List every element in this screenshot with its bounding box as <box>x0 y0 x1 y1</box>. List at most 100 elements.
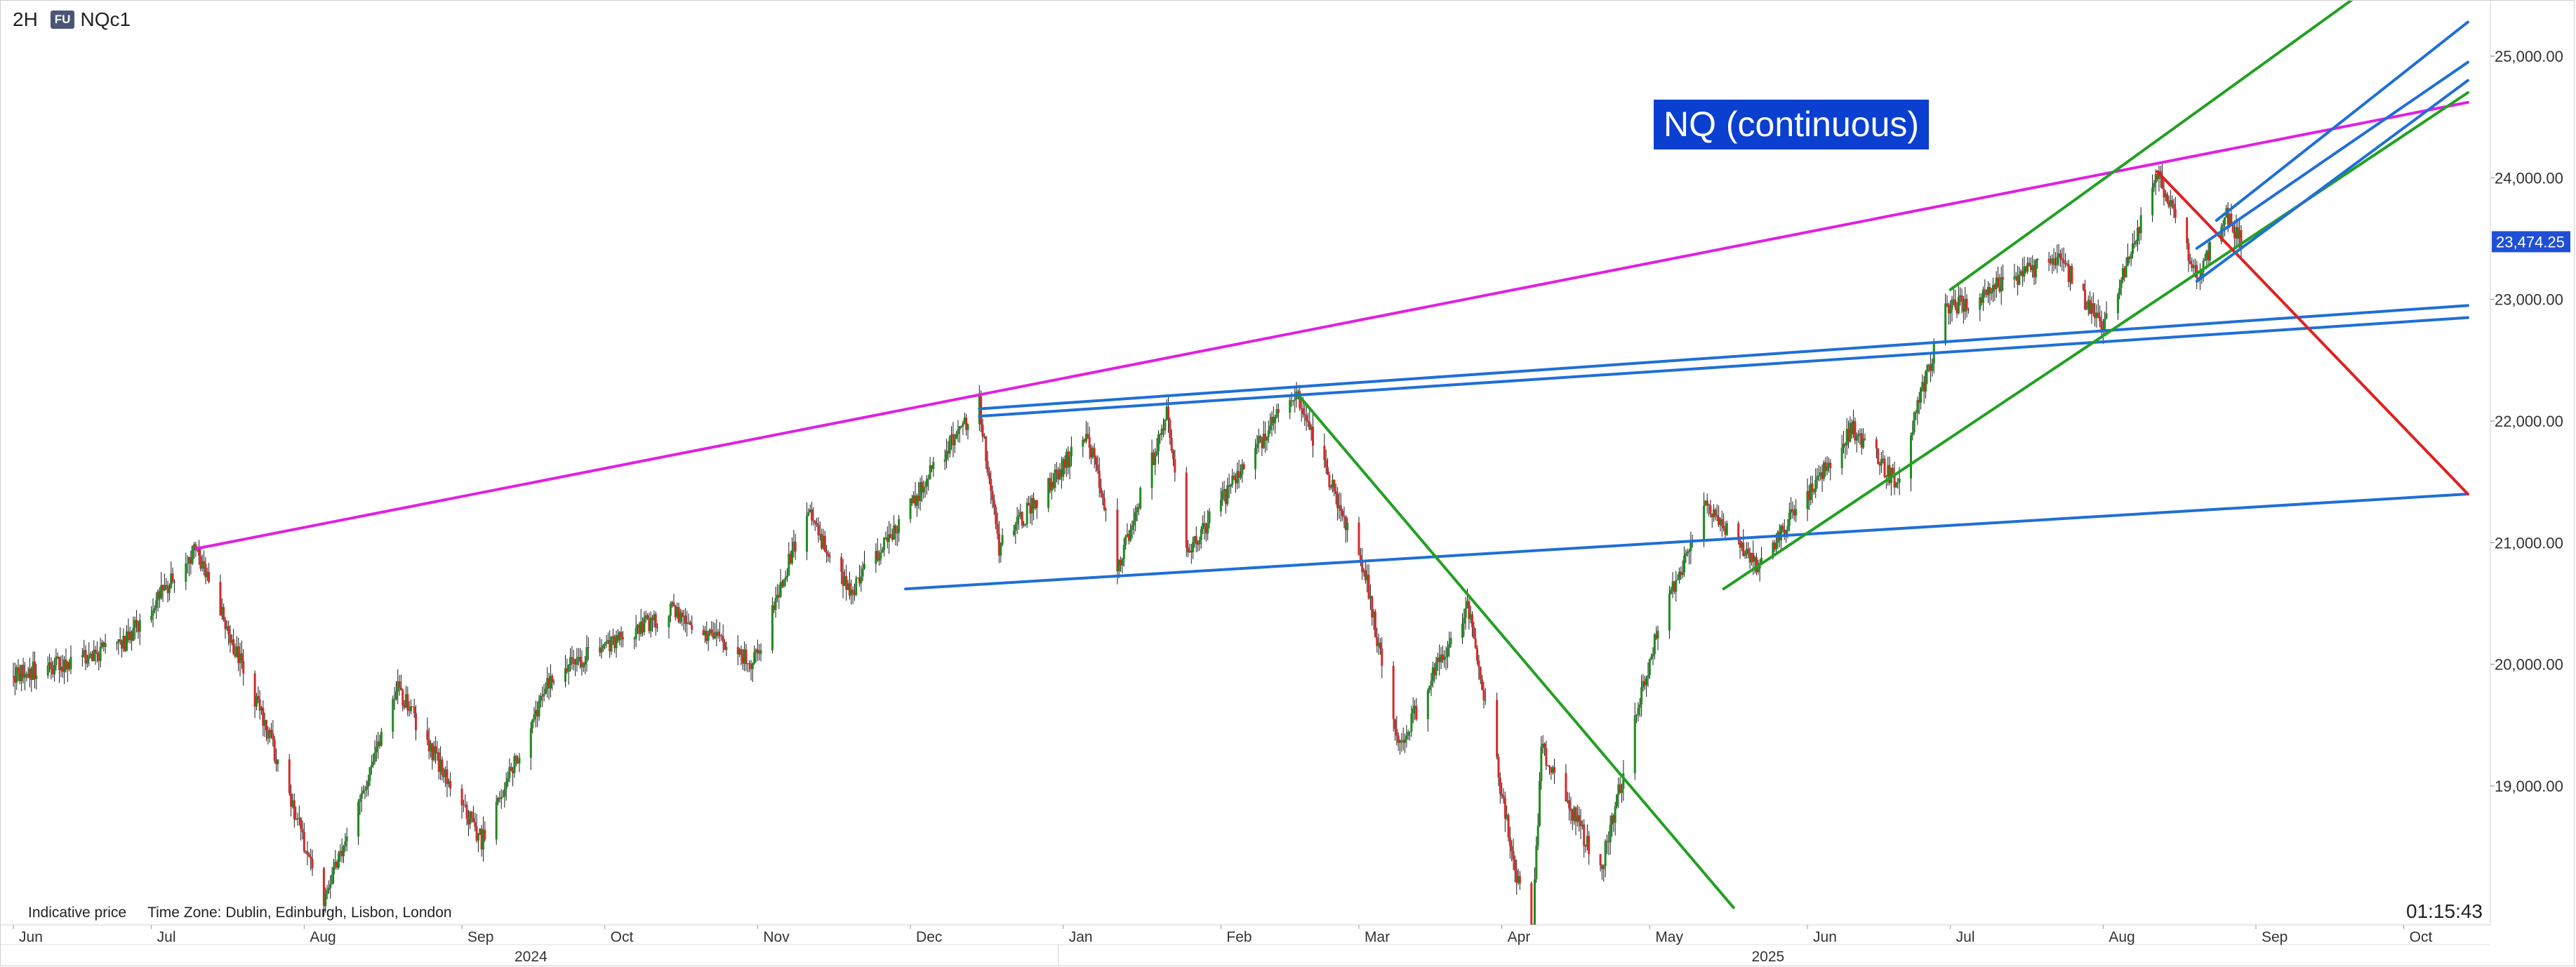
trendline-1[interactable] <box>194 100 2469 550</box>
candle <box>1049 472 1051 494</box>
candle <box>1070 436 1073 467</box>
candle <box>2192 259 2195 276</box>
candle <box>1381 637 1383 679</box>
candle <box>636 624 639 634</box>
candle <box>2084 279 2087 311</box>
candle <box>150 606 153 623</box>
candle <box>377 731 380 759</box>
candle <box>1469 606 1472 624</box>
candle <box>415 705 417 741</box>
trendline-9[interactable] <box>2195 79 2469 283</box>
candle <box>2116 292 2119 321</box>
candle <box>853 583 856 601</box>
y-axis[interactable]: 19,000.00 20,000.00 21,000.00 22,000.00 23,0… <box>2490 0 2575 925</box>
candle <box>1116 498 1119 585</box>
candle <box>1680 566 1682 580</box>
trendline-8[interactable] <box>2156 170 2469 495</box>
candle <box>1496 692 1499 760</box>
candle <box>1236 462 1239 490</box>
candle <box>1372 608 1375 630</box>
candle <box>430 740 432 758</box>
candle <box>1361 547 1364 580</box>
candle <box>571 646 573 670</box>
candle <box>681 609 684 627</box>
candle <box>1415 698 1418 721</box>
candle <box>263 712 266 738</box>
candle <box>748 660 751 672</box>
candle <box>1414 700 1416 721</box>
candle <box>779 568 782 599</box>
candle <box>639 608 642 637</box>
candle <box>56 652 59 660</box>
trendline-3[interactable] <box>978 316 2469 418</box>
candle <box>1807 485 1810 511</box>
candle <box>957 420 960 443</box>
candle <box>1588 830 1591 865</box>
candle <box>898 514 901 542</box>
candle <box>1050 472 1053 500</box>
candle <box>1678 567 1680 584</box>
candle <box>674 604 677 621</box>
candle <box>460 784 463 819</box>
interval-label[interactable]: 2H <box>13 8 38 30</box>
candle <box>1152 449 1155 466</box>
candle <box>751 662 754 682</box>
candle <box>1927 364 1930 373</box>
symbol-label[interactable]: NQc1 <box>80 8 131 30</box>
candle <box>1270 411 1273 436</box>
candle <box>237 637 240 672</box>
candle <box>117 639 120 655</box>
candle <box>431 742 434 770</box>
candle <box>1344 514 1347 543</box>
candle <box>531 719 534 733</box>
candle <box>1083 438 1086 444</box>
candle <box>669 601 672 622</box>
trendline-4[interactable] <box>904 493 2469 591</box>
candle <box>807 508 810 516</box>
trendline-7[interactable] <box>1948 0 2409 291</box>
candle <box>1034 500 1037 510</box>
candle <box>1463 608 1466 637</box>
candle <box>825 545 828 563</box>
x-month-label: Jan <box>1069 929 1093 945</box>
candle <box>791 537 794 566</box>
candle <box>1548 765 1551 775</box>
candle <box>855 575 858 596</box>
candle <box>1637 702 1640 722</box>
candle <box>1931 358 1934 377</box>
candle <box>930 465 933 472</box>
candle <box>1259 434 1262 443</box>
candle <box>270 723 273 739</box>
trendline-11[interactable] <box>2215 20 2469 222</box>
x-month-label: Feb <box>1226 929 1252 945</box>
candle <box>1610 813 1613 837</box>
candle <box>1029 495 1032 524</box>
candle <box>1410 705 1413 738</box>
candle <box>1023 521 1025 528</box>
trendline-10[interactable] <box>2195 60 2469 250</box>
trendline-5[interactable] <box>1298 395 1735 909</box>
candle <box>1254 439 1257 480</box>
candle <box>642 617 644 637</box>
x-axis[interactable]: Jun Jul Aug Sep Oct Nov Dec Jan Feb Mar Apr May Jun J… <box>0 924 2575 967</box>
candle <box>173 579 175 593</box>
trendline-2[interactable] <box>978 304 2469 411</box>
candle <box>1240 464 1242 480</box>
candle <box>2013 263 2016 288</box>
candle <box>814 520 816 531</box>
candle <box>1676 574 1679 581</box>
candle <box>1035 500 1038 519</box>
candle <box>707 630 710 651</box>
candle <box>1499 772 1501 804</box>
candle <box>945 439 948 469</box>
candle <box>1067 446 1070 475</box>
candle <box>1435 657 1438 680</box>
candle <box>242 649 245 686</box>
candle <box>1508 826 1511 859</box>
trendline-6[interactable] <box>1722 91 2469 591</box>
candle <box>1476 645 1479 665</box>
candle <box>1718 505 1720 528</box>
candle <box>1965 294 1968 318</box>
candle <box>1433 663 1436 683</box>
